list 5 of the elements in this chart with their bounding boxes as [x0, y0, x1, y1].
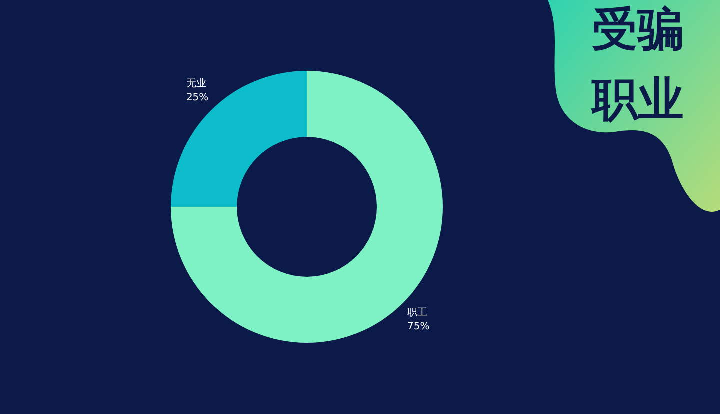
data-label: 25% [186, 92, 209, 104]
data-label: 75% [408, 322, 430, 333]
slice-label: 无业 [186, 77, 206, 90]
slice-label: 职工 [408, 308, 428, 319]
text: 受骗职业 [590, 2, 684, 126]
